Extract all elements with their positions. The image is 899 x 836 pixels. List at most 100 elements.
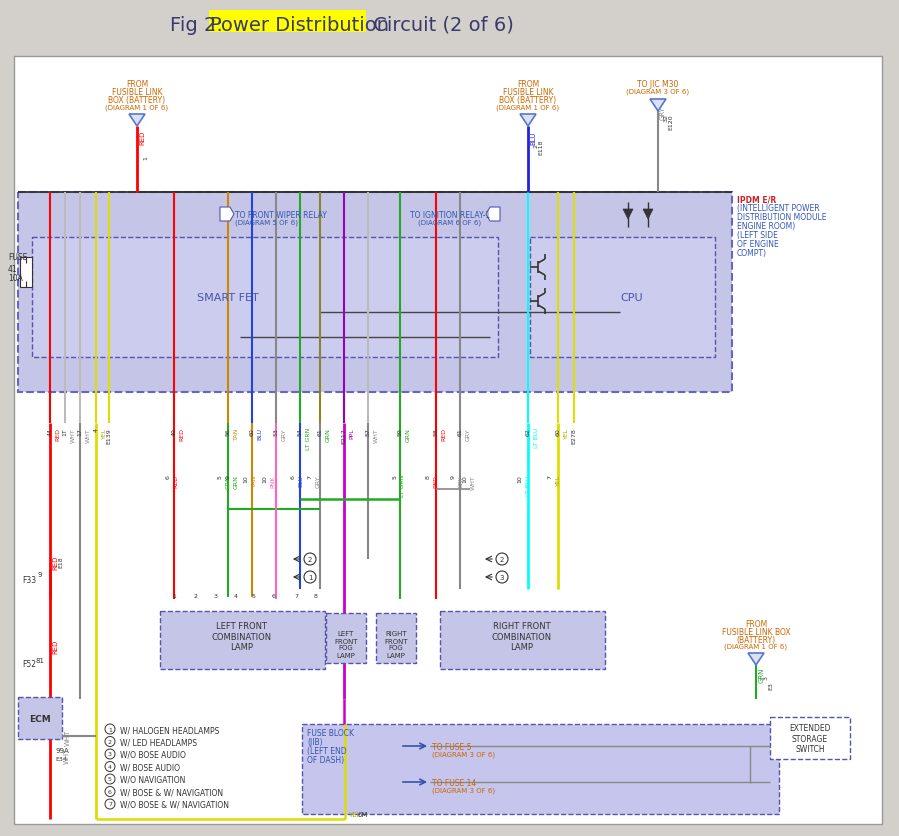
- Text: 10: 10: [263, 475, 268, 482]
- Text: ECM: ECM: [29, 714, 51, 722]
- Text: 10: 10: [244, 475, 248, 482]
- Text: W/O NAVIGATION: W/O NAVIGATION: [120, 775, 185, 784]
- Text: 1T: 1T: [63, 427, 67, 436]
- Text: WHT: WHT: [470, 475, 476, 489]
- Text: FUSIBLE LINK BOX: FUSIBLE LINK BOX: [722, 627, 790, 636]
- Text: (DIAGRAM 6 OF 6): (DIAGRAM 6 OF 6): [418, 219, 481, 225]
- Text: LEFT
FRONT
FOG
LAMP: LEFT FRONT FOG LAMP: [334, 630, 358, 658]
- Bar: [302, 724, 779, 814]
- Text: WHT: WHT: [85, 427, 91, 442]
- Text: DISTRIBUTION MODULE: DISTRIBUTION MODULE: [737, 212, 826, 222]
- Text: LT GRN: LT GRN: [400, 475, 405, 497]
- Text: Circuit (2 of 6): Circuit (2 of 6): [367, 16, 514, 34]
- Text: BLU: BLU: [530, 131, 536, 145]
- Text: 1: 1: [307, 574, 312, 580]
- Text: RED: RED: [52, 640, 58, 654]
- Text: TO FUSE 14: TO FUSE 14: [432, 778, 476, 787]
- Polygon shape: [650, 99, 666, 112]
- Text: (JIB): (JIB): [307, 737, 323, 746]
- Bar: [530, 237, 715, 358]
- Text: 5: 5: [252, 594, 256, 599]
- Text: SMART FET: SMART FET: [197, 293, 259, 303]
- Text: 7: 7: [547, 475, 553, 478]
- Text: EXTENDED
STORAGE
SWITCH: EXTENDED STORAGE SWITCH: [789, 723, 831, 753]
- Text: 7: 7: [294, 594, 298, 599]
- Text: TO FUSE 5: TO FUSE 5: [432, 742, 471, 751]
- Text: 10: 10: [518, 475, 522, 482]
- Text: (DIAGRAM 3 OF 6): (DIAGRAM 3 OF 6): [627, 88, 690, 94]
- Text: 2: 2: [194, 594, 198, 599]
- Text: YEL: YEL: [564, 427, 568, 439]
- Text: 3: 3: [764, 675, 769, 679]
- Bar: [0, 0, 899, 50]
- Text: E18: E18: [58, 555, 63, 567]
- Text: 58: 58: [433, 427, 439, 436]
- Text: 4: 4: [108, 764, 112, 769]
- Text: IPDM E/R: IPDM E/R: [737, 195, 776, 204]
- Text: 44: 44: [48, 427, 52, 436]
- Text: 49: 49: [172, 427, 176, 436]
- Text: 6: 6: [108, 789, 112, 794]
- Text: E120: E120: [668, 115, 673, 130]
- Text: 61: 61: [317, 427, 323, 436]
- Polygon shape: [623, 210, 633, 220]
- Text: 5: 5: [218, 475, 222, 478]
- Bar: [209, 11, 366, 33]
- Text: 2: 2: [108, 739, 112, 744]
- Text: RED: RED: [174, 475, 179, 487]
- Text: W/ HALOGEN HEADLAMPS: W/ HALOGEN HEADLAMPS: [120, 725, 219, 734]
- Text: 5: 5: [108, 777, 112, 782]
- Text: WHT: WHT: [65, 729, 71, 746]
- Text: 8: 8: [425, 475, 431, 478]
- Text: 41: 41: [8, 265, 18, 273]
- Text: RED: RED: [433, 475, 439, 487]
- Text: 6: 6: [165, 475, 171, 478]
- Text: 17: 17: [77, 427, 83, 436]
- Polygon shape: [520, 115, 536, 127]
- Text: (LEFT END: (LEFT END: [307, 746, 347, 755]
- Bar: [770, 717, 850, 759]
- Bar: [160, 611, 325, 669]
- Bar: [18, 193, 732, 393]
- Text: 8: 8: [314, 594, 318, 599]
- Text: 10: 10: [462, 475, 467, 482]
- Text: PNK: PNK: [271, 475, 275, 487]
- Text: 54: 54: [298, 427, 302, 436]
- Text: GRN: GRN: [325, 427, 331, 441]
- Text: 6: 6: [272, 594, 276, 599]
- Text: BLU: BLU: [257, 427, 263, 440]
- Text: LEFT FRONT
COMBINATION
LAMP: LEFT FRONT COMBINATION LAMP: [212, 621, 272, 651]
- Text: 32: 32: [664, 114, 669, 122]
- Text: OF DASH): OF DASH): [307, 755, 344, 764]
- Text: FUSIBLE LINK: FUSIBLE LINK: [503, 88, 553, 97]
- Text: LT GRN: LT GRN: [306, 427, 310, 450]
- Text: FROM: FROM: [517, 80, 539, 89]
- Text: GRY: GRY: [660, 106, 666, 120]
- Text: FROM: FROM: [126, 80, 148, 89]
- Text: W/ BOSE AUDIO: W/ BOSE AUDIO: [120, 762, 180, 772]
- Polygon shape: [220, 208, 234, 222]
- Text: RED: RED: [441, 427, 447, 441]
- Text: E118: E118: [538, 140, 543, 155]
- Text: OF ENGINE: OF ENGINE: [737, 240, 779, 248]
- Text: TAN: TAN: [234, 427, 238, 440]
- Text: 2: 2: [500, 556, 504, 563]
- Text: TO IGNITION RELAY-1: TO IGNITION RELAY-1: [410, 211, 490, 220]
- Text: YEL: YEL: [102, 427, 106, 439]
- Text: Fig 2:: Fig 2:: [170, 16, 229, 34]
- Text: 9: 9: [38, 571, 42, 578]
- Text: YEL: YEL: [348, 811, 360, 817]
- Text: TO JIC M30: TO JIC M30: [637, 80, 679, 89]
- Text: 9: 9: [226, 475, 230, 478]
- Text: 2: 2: [307, 556, 312, 563]
- Text: E278: E278: [572, 427, 576, 443]
- Text: E139: E139: [106, 427, 111, 443]
- Text: 3: 3: [500, 574, 504, 580]
- Text: 1: 1: [143, 156, 148, 160]
- Text: RED: RED: [52, 555, 58, 569]
- Text: GRY: GRY: [316, 475, 321, 487]
- Text: 7: 7: [108, 802, 112, 807]
- Text: (DIAGRAM 5 OF 6): (DIAGRAM 5 OF 6): [235, 219, 298, 225]
- Bar: [18, 697, 62, 739]
- Text: 99A: 99A: [55, 747, 68, 753]
